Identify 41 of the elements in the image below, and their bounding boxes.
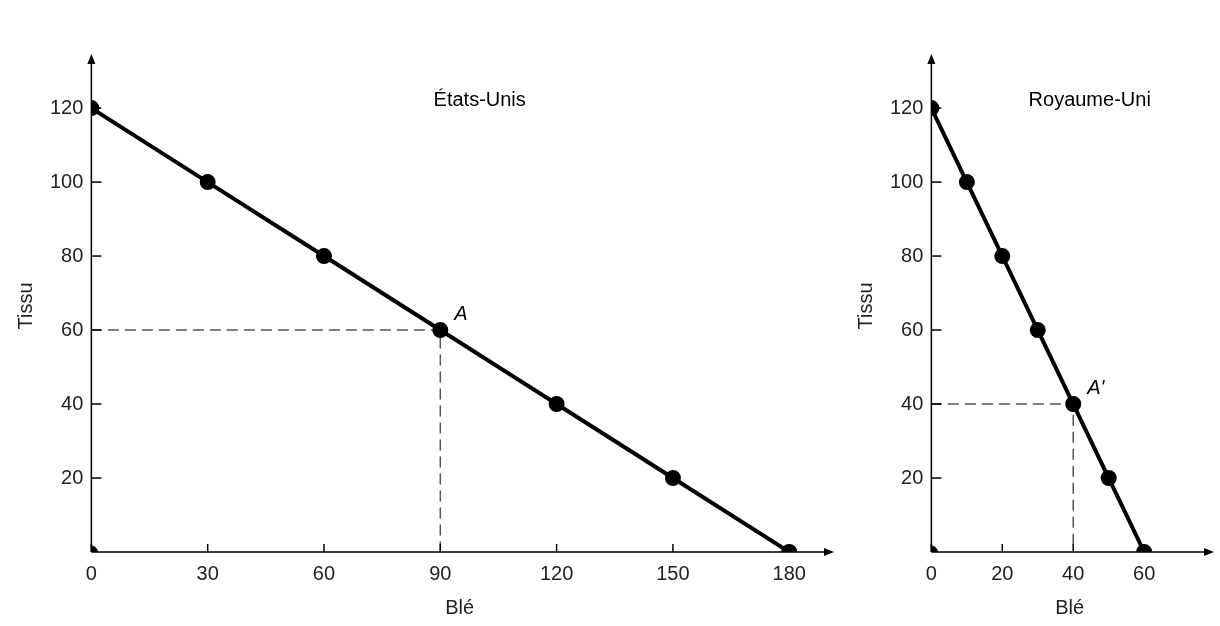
y-tick-label: 20: [901, 465, 924, 488]
point: [1029, 322, 1046, 339]
point: [1065, 396, 1082, 413]
y-tick-label: 20: [61, 465, 84, 488]
x-tick-label: 60: [312, 561, 336, 584]
annotation: A': [1086, 375, 1106, 398]
y-tick-label: 40: [61, 391, 84, 414]
x-tick-label: 150: [656, 561, 690, 584]
x-tick-label: 120: [539, 561, 574, 584]
x-axis-title: Blé: [1055, 595, 1085, 618]
x-tick-label: 20: [991, 561, 1014, 584]
y-tick-label: 120: [889, 95, 924, 118]
point: [199, 174, 216, 191]
y-tick-label: 60: [61, 317, 84, 340]
point: [315, 248, 332, 265]
y-axis-title: Tissu: [853, 282, 876, 330]
x-tick-label: 30: [196, 561, 219, 584]
x-tick-label: 0: [85, 561, 97, 584]
text: États-Unis: [433, 87, 526, 110]
text: Royaume-Uni: [1028, 87, 1151, 110]
annotation: A: [453, 301, 468, 324]
y-tick-label: 120: [49, 95, 84, 118]
x-tick-label: 180: [772, 561, 806, 584]
y-tick-label: 60: [901, 317, 924, 340]
point: [994, 248, 1011, 265]
point: [432, 322, 449, 339]
x-tick-label: 40: [1062, 561, 1085, 584]
point: [1100, 470, 1117, 487]
x-tick-label: 60: [1133, 561, 1156, 584]
y-axis-title: Tissu: [13, 282, 36, 330]
point: [548, 396, 565, 413]
point: [958, 174, 975, 191]
y-tick-label: 100: [49, 169, 84, 192]
x-tick-label: 90: [429, 561, 452, 584]
y-tick-label: 80: [61, 243, 84, 266]
x-tick-label: 0: [925, 561, 937, 584]
y-tick-label: 40: [901, 391, 924, 414]
x-axis-title: Blé: [445, 595, 475, 618]
y-tick-label: 80: [901, 243, 924, 266]
y-tick-label: 100: [889, 169, 924, 192]
point: [664, 470, 681, 487]
